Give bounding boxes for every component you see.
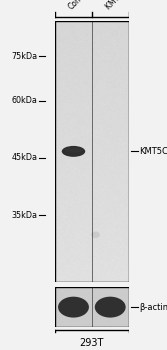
Text: 60kDa: 60kDa [12, 96, 37, 105]
Ellipse shape [63, 303, 84, 310]
Ellipse shape [99, 303, 121, 310]
Ellipse shape [95, 297, 126, 317]
Ellipse shape [65, 148, 82, 153]
Ellipse shape [62, 146, 85, 157]
Text: KMT5C KO: KMT5C KO [104, 0, 138, 11]
Text: 45kDa: 45kDa [12, 153, 37, 162]
Text: 293T: 293T [80, 338, 104, 348]
Text: Control: Control [67, 0, 93, 11]
Text: 75kDa: 75kDa [11, 52, 37, 61]
Text: 35kDa: 35kDa [12, 211, 37, 220]
Text: β-actin: β-actin [139, 303, 167, 312]
Text: KMT5C: KMT5C [139, 147, 167, 156]
Ellipse shape [58, 297, 89, 317]
Ellipse shape [91, 232, 100, 238]
